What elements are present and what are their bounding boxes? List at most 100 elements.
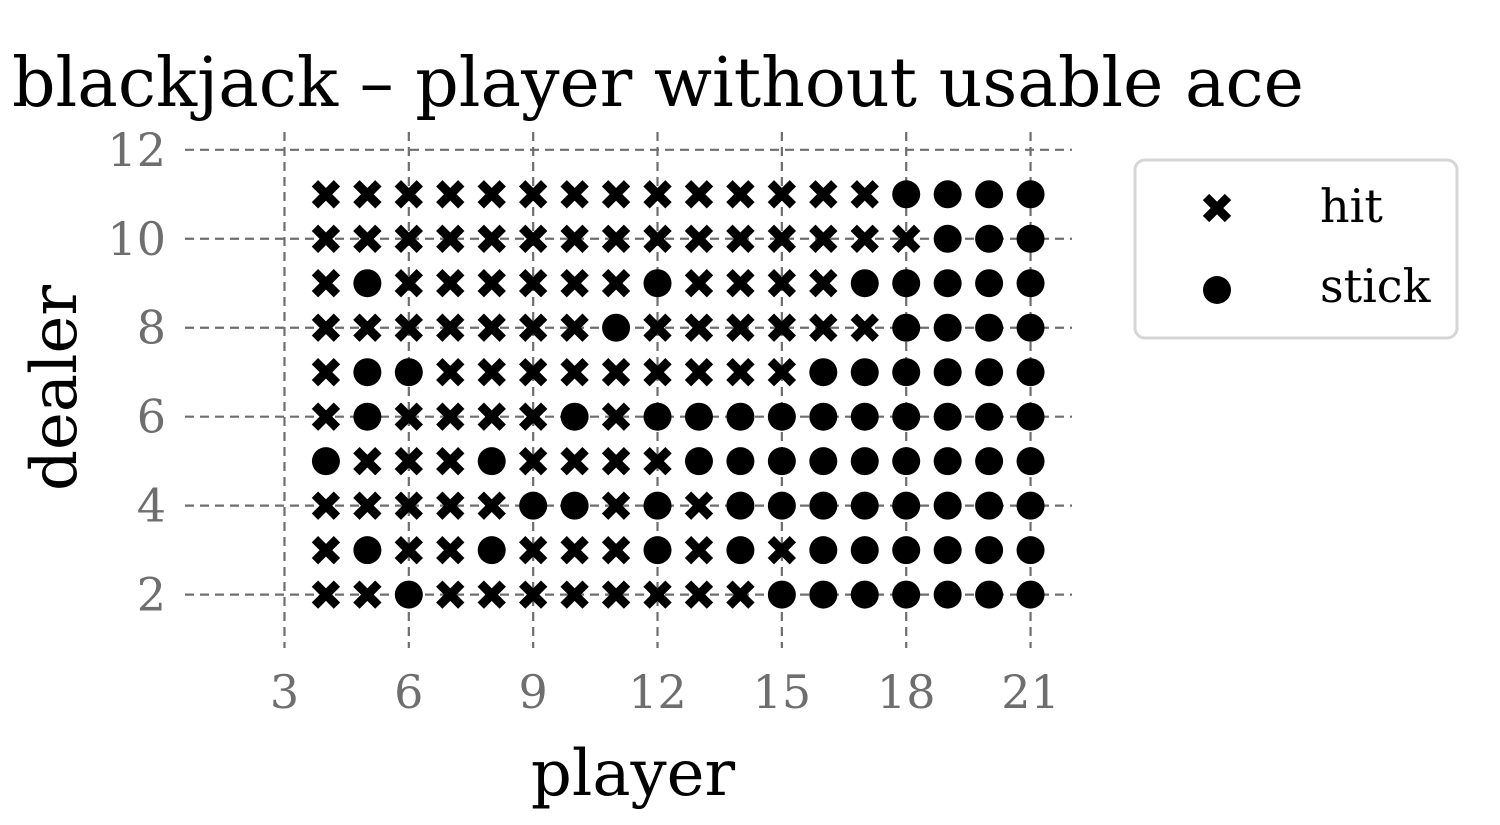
hit-marker xyxy=(518,358,548,387)
hit-marker xyxy=(477,402,506,431)
hit-marker xyxy=(394,269,424,298)
hit-marker xyxy=(601,180,631,209)
hit-marker xyxy=(436,180,465,209)
hit-marker xyxy=(601,224,631,253)
stick-marker xyxy=(892,358,921,387)
hit-marker xyxy=(436,446,465,476)
stick-marker xyxy=(892,491,921,520)
stick-marker xyxy=(643,491,672,520)
data-points xyxy=(311,180,1045,609)
stick-marker xyxy=(975,269,1004,298)
legend-stick-marker xyxy=(1203,276,1231,304)
hit-marker xyxy=(767,269,797,298)
hit-marker xyxy=(436,269,465,298)
hit-marker xyxy=(684,180,714,209)
stick-marker xyxy=(519,491,548,520)
stick-marker xyxy=(933,402,962,431)
y-tick-label: 6 xyxy=(137,390,166,444)
hit-marker xyxy=(353,224,382,253)
stick-marker xyxy=(850,580,879,609)
stick-marker xyxy=(892,580,921,609)
stick-marker xyxy=(353,358,382,387)
stick-marker xyxy=(809,358,838,387)
hit-marker xyxy=(809,224,838,253)
legend: hit stick xyxy=(1133,158,1459,340)
stick-marker xyxy=(1016,180,1045,209)
hit-marker xyxy=(726,180,755,209)
y-tick-label: 8 xyxy=(137,301,166,355)
stick-marker xyxy=(726,491,755,520)
legend-hit-marker xyxy=(1202,193,1232,223)
hit-marker xyxy=(601,269,631,298)
hit-marker xyxy=(560,224,589,253)
hit-marker xyxy=(311,491,341,520)
stick-marker xyxy=(643,269,672,298)
hit-marker xyxy=(684,269,714,298)
hit-marker xyxy=(477,269,506,298)
hit-marker xyxy=(477,313,506,342)
stick-marker xyxy=(850,447,879,476)
stick-marker xyxy=(643,536,672,565)
hit-marker xyxy=(436,491,465,520)
hit-marker xyxy=(767,313,797,342)
hit-marker xyxy=(601,580,631,609)
x-tick-label: 6 xyxy=(394,665,423,719)
stick-marker xyxy=(767,491,796,520)
stick-marker xyxy=(975,402,1004,431)
hit-marker xyxy=(394,446,424,476)
stick-marker xyxy=(975,313,1004,342)
stick-marker xyxy=(477,447,506,476)
hit-marker xyxy=(726,313,755,342)
stick-marker xyxy=(809,491,838,520)
stick-marker xyxy=(560,491,589,520)
stick-marker xyxy=(353,402,382,431)
hit-marker xyxy=(560,313,589,342)
x-tick-label: 3 xyxy=(270,665,299,719)
y-tick-label: 2 xyxy=(137,568,166,622)
hit-marker xyxy=(643,180,672,209)
stick-marker xyxy=(1016,402,1045,431)
hit-marker xyxy=(311,580,341,609)
hit-marker xyxy=(518,580,548,609)
hit-marker xyxy=(601,446,631,476)
hit-marker xyxy=(311,358,341,387)
legend-hit-label: hit xyxy=(1320,179,1383,233)
hit-marker xyxy=(601,402,631,431)
hit-marker xyxy=(477,358,506,387)
hit-marker xyxy=(353,580,382,609)
x-tick-label: 18 xyxy=(877,665,936,719)
stick-marker xyxy=(809,536,838,565)
stick-marker xyxy=(975,447,1004,476)
legend-stick-label: stick xyxy=(1320,259,1432,313)
hit-marker xyxy=(726,358,755,387)
hit-marker xyxy=(518,535,548,565)
stick-marker xyxy=(933,313,962,342)
stick-marker xyxy=(933,536,962,565)
stick-marker xyxy=(933,491,962,520)
hit-marker xyxy=(394,535,424,565)
hit-marker xyxy=(809,180,838,209)
hit-marker xyxy=(850,224,879,253)
stick-marker xyxy=(726,447,755,476)
hit-marker xyxy=(436,224,465,253)
stick-marker xyxy=(975,180,1004,209)
stick-marker xyxy=(560,402,589,431)
stick-marker xyxy=(602,313,631,342)
hit-marker xyxy=(436,358,465,387)
stick-marker xyxy=(1016,269,1045,298)
hit-marker xyxy=(601,358,631,387)
stick-marker xyxy=(1016,536,1045,565)
stick-marker xyxy=(684,447,713,476)
stick-marker xyxy=(726,536,755,565)
stick-marker xyxy=(850,269,879,298)
stick-marker xyxy=(892,402,921,431)
stick-marker xyxy=(892,536,921,565)
stick-marker xyxy=(892,313,921,342)
hit-marker xyxy=(767,358,797,387)
stick-marker xyxy=(975,358,1004,387)
hit-marker xyxy=(311,535,341,565)
stick-marker xyxy=(892,180,921,209)
hit-marker xyxy=(311,180,341,209)
hit-marker xyxy=(560,535,589,565)
